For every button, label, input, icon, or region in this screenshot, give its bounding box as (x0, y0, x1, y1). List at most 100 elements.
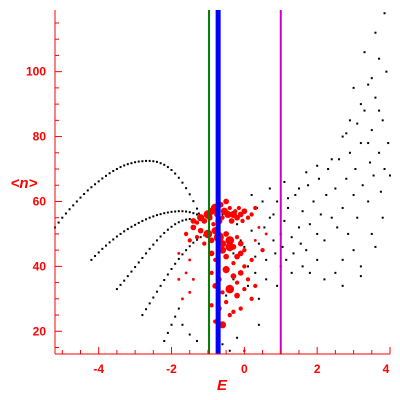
data-point (237, 211, 244, 218)
data-point (108, 172, 111, 175)
data-point (208, 250, 215, 257)
data-point (130, 225, 133, 228)
data-point (257, 226, 261, 229)
data-point (174, 223, 177, 226)
data-point (141, 314, 144, 317)
data-point (141, 219, 144, 222)
data-point (196, 340, 199, 343)
data-point (307, 184, 310, 187)
series-0 (54, 12, 391, 352)
data-point (184, 271, 188, 275)
data-point (108, 241, 111, 244)
data-point (203, 229, 213, 239)
y-tick-label: 80 (33, 130, 47, 144)
data-point (276, 200, 279, 203)
data-point (159, 162, 162, 165)
data-point (170, 210, 173, 213)
data-point (225, 284, 235, 294)
chart-series-layer (54, 12, 391, 352)
y-tick-label: 40 (33, 259, 47, 273)
data-point (196, 238, 199, 241)
data-point (348, 151, 351, 154)
data-point (260, 248, 265, 253)
data-point (119, 283, 122, 286)
data-point (218, 321, 227, 329)
data-point (97, 251, 100, 254)
data-point (381, 216, 384, 219)
data-point (218, 240, 227, 248)
data-point (68, 208, 71, 211)
x-tick-label: 4 (383, 362, 390, 376)
data-point (222, 266, 230, 274)
data-point (338, 158, 341, 161)
data-point (367, 142, 370, 145)
data-point (345, 132, 348, 135)
data-point (334, 187, 337, 190)
data-point (237, 240, 244, 247)
data-point (341, 206, 344, 209)
data-point (188, 193, 191, 196)
data-point (370, 77, 373, 80)
data-point (283, 219, 286, 222)
data-point (177, 176, 180, 179)
reference-lines (208, 10, 282, 354)
data-point (123, 230, 126, 233)
data-point (334, 271, 337, 274)
data-point (177, 257, 180, 260)
data-point (177, 210, 180, 213)
data-point (134, 266, 137, 269)
data-point (163, 212, 166, 215)
data-point (356, 122, 359, 125)
data-point (166, 211, 169, 214)
data-point (202, 241, 207, 246)
data-point (234, 280, 240, 285)
data-point (249, 296, 254, 301)
data-point (234, 253, 240, 260)
data-point (152, 215, 155, 218)
data-point (159, 284, 162, 287)
data-point (152, 296, 155, 299)
data-point (191, 277, 195, 281)
data-point (188, 290, 192, 294)
data-point (264, 232, 268, 236)
data-point (305, 171, 308, 174)
data-point (374, 245, 377, 248)
data-point (119, 232, 122, 235)
data-point (368, 161, 371, 164)
data-point (155, 239, 158, 242)
data-point (185, 187, 188, 190)
data-point (115, 235, 118, 238)
data-point (361, 184, 364, 187)
data-point (223, 253, 229, 260)
y-tick-label: 20 (33, 324, 47, 338)
data-point (145, 218, 148, 221)
data-point (249, 212, 254, 217)
data-point (254, 255, 257, 258)
data-point (379, 190, 382, 193)
data-point (155, 290, 158, 293)
data-point (341, 284, 344, 287)
data-point (90, 186, 93, 189)
data-point (192, 212, 195, 215)
data-point (230, 273, 237, 279)
data-point (312, 200, 315, 203)
data-point (223, 231, 229, 237)
data-point (250, 193, 253, 196)
data-point (272, 213, 275, 216)
series-1 (177, 198, 268, 329)
data-point (163, 340, 166, 343)
data-point (367, 83, 370, 86)
data-point (211, 222, 216, 227)
data-point (137, 160, 140, 163)
data-point (265, 258, 268, 261)
data-point (261, 200, 264, 203)
data-point (126, 275, 129, 278)
data-point (225, 294, 228, 297)
data-point (201, 218, 208, 224)
data-point (188, 217, 191, 220)
data-point (246, 265, 249, 268)
data-point (220, 215, 225, 220)
data-point (359, 103, 362, 106)
data-point (387, 142, 390, 145)
data-point (241, 208, 248, 215)
